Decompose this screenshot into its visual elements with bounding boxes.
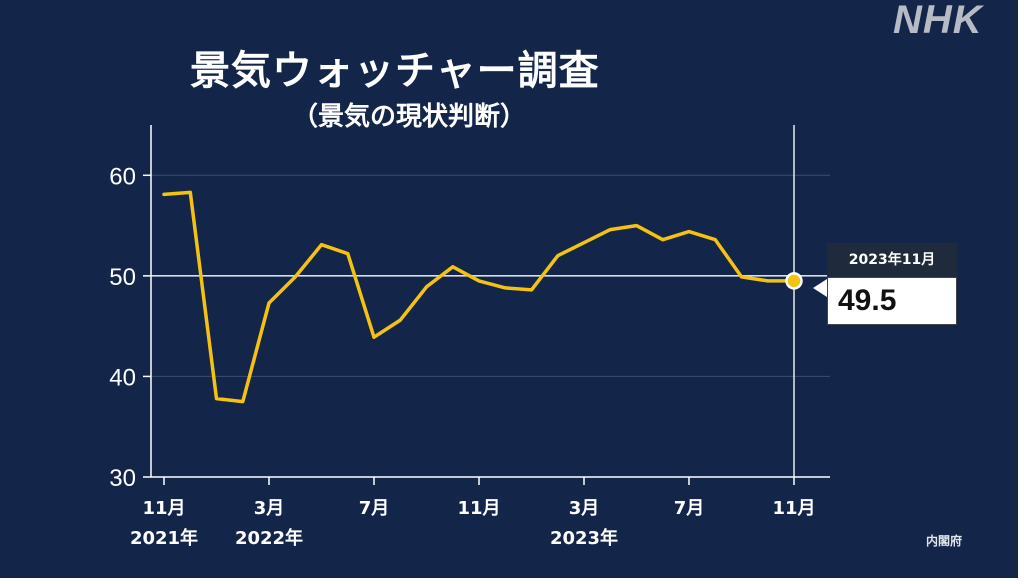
- y-tick-label-60: 60: [109, 163, 136, 190]
- chart-title: 景気ウォッチャー調査: [190, 48, 600, 94]
- data-point: [267, 301, 271, 305]
- callout-value: 49.5: [827, 277, 957, 325]
- y-tick-labels: 30 40 50 60: [109, 163, 136, 492]
- latest-point-marker: [785, 272, 803, 290]
- chart-subtitle: （景気の現状判断）: [292, 102, 527, 132]
- data-point: [713, 238, 717, 242]
- axes: [143, 125, 830, 485]
- x-tick-labels: 11月 2021年 3月 2022年 7月 11月 3月 2023年 7月 11月: [130, 498, 816, 549]
- data-point: [477, 279, 481, 283]
- data-point: [451, 265, 455, 269]
- nhk-logo: NHK: [893, 0, 983, 42]
- x-tick-label-16-1: 2023年: [550, 527, 618, 549]
- data-point: [293, 275, 297, 279]
- x-tick-label-0-0: 11月: [142, 498, 185, 519]
- data-point: [372, 335, 376, 339]
- x-tick-label-8-0: 7月: [359, 498, 390, 519]
- data-point: [687, 230, 691, 234]
- data-point: [740, 275, 743, 279]
- x-tick-label-4-0: 3月: [254, 498, 285, 519]
- x-tick-label-12-0: 11月: [457, 498, 500, 519]
- callout-date: 2023年11月: [827, 243, 957, 277]
- x-tick-label-4-1: 2022年: [235, 527, 303, 549]
- data-point: [503, 286, 507, 290]
- data-point: [530, 288, 533, 292]
- data-point: [608, 228, 612, 232]
- data-point: [162, 192, 166, 196]
- data-point: [346, 252, 350, 256]
- latest-value-callout: 2023年11月 49.5: [813, 243, 957, 325]
- data-point: [766, 279, 770, 283]
- y-tick-label-40: 40: [109, 364, 136, 391]
- data-point: [320, 243, 323, 247]
- data-point: [635, 224, 638, 228]
- source-label: 内閣府: [926, 534, 963, 548]
- data-point: [425, 285, 428, 289]
- y-tick-label-50: 50: [109, 264, 136, 291]
- gridlines: [151, 174, 830, 377]
- data-point: [556, 254, 560, 258]
- data-point: [661, 238, 665, 242]
- data-point: [398, 318, 402, 322]
- data-point: [215, 397, 218, 401]
- x-tick-label-24-0: 11月: [772, 498, 815, 519]
- data-point: [188, 190, 192, 194]
- x-tick-label-20-0: 7月: [674, 498, 705, 519]
- x-tick-label-0-1: 2021年: [130, 527, 198, 549]
- data-point: [241, 400, 245, 404]
- callout-pointer: [813, 279, 827, 297]
- x-tick-label-16-0: 3月: [569, 498, 600, 519]
- series-line-0: [162, 190, 796, 404]
- y-tick-label-30: 30: [109, 465, 136, 492]
- data-point: [582, 241, 586, 245]
- data-series: [162, 190, 803, 404]
